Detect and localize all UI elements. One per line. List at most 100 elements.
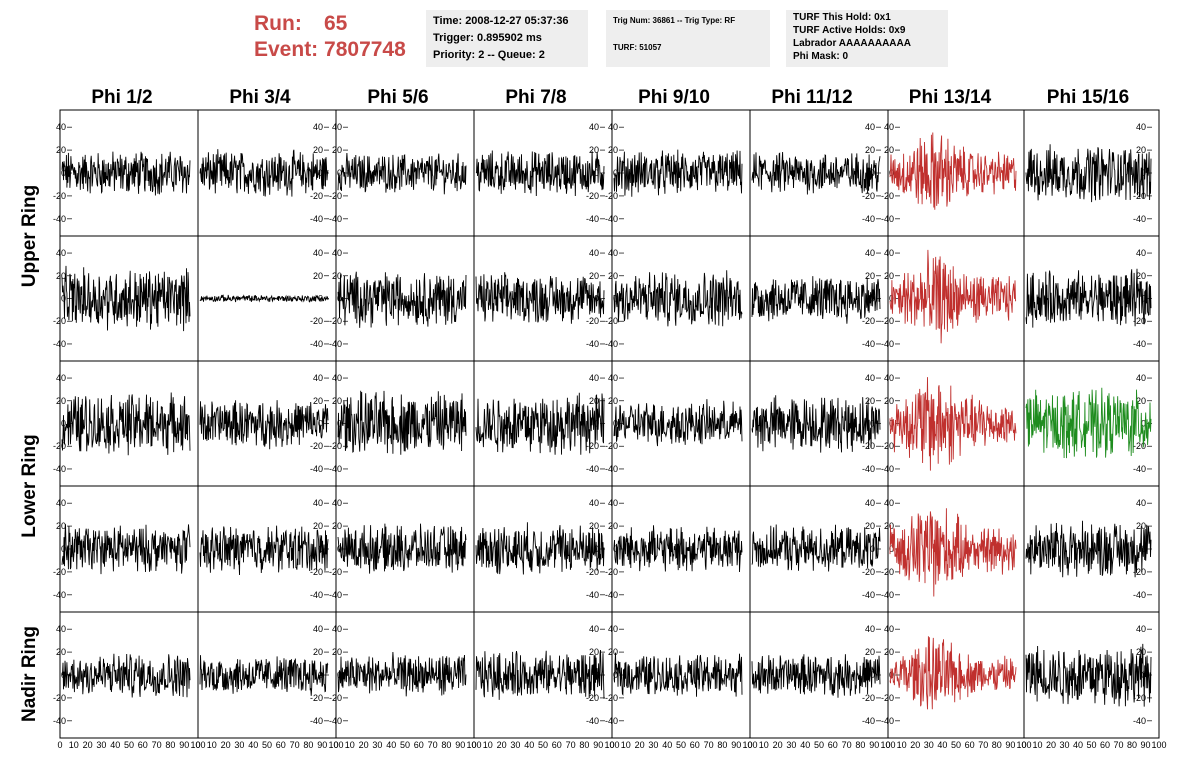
x-tick-label: 100 (1016, 740, 1031, 750)
column-header: Phi 11/12 (771, 87, 853, 108)
x-tick-label: 80 (579, 740, 589, 750)
y-tick-label: -20 (881, 441, 894, 451)
y-tick-label: 20 (608, 271, 618, 281)
y-tick-label: 20 (884, 521, 894, 531)
x-tick-label: 30 (1059, 740, 1069, 750)
y-tick-label: -20 (1133, 441, 1146, 451)
y-tick-label: -20 (586, 441, 599, 451)
x-tick-label: 40 (662, 740, 672, 750)
waveform-trace (61, 524, 191, 575)
waveform-trace (337, 152, 467, 195)
x-tick-label: 10 (1032, 740, 1042, 750)
x-tick-label: 100 (190, 740, 205, 750)
y-tick-label: 40 (608, 498, 618, 508)
x-tick-label: 50 (400, 740, 410, 750)
y-tick-label: 20 (56, 145, 66, 155)
column-header: Phi 1/2 (91, 87, 153, 108)
waveform-trace (613, 525, 743, 573)
column-header: Phi 5/6 (367, 87, 429, 108)
turf-info-panel: TURF This Hold: 0x1 TURF Active Holds: 0… (786, 10, 948, 67)
y-tick-label: -40 (329, 464, 342, 474)
x-tick-label: 0 (471, 740, 476, 750)
y-tick-label: -20 (862, 567, 875, 577)
x-tick-label: 100 (328, 740, 343, 750)
y-tick-label: 40 (1136, 373, 1146, 383)
time-info-panel: Time: 2008-12-27 05:37:36 Trigger: 0.895… (426, 10, 588, 67)
y-tick-label: 20 (1136, 396, 1146, 406)
y-tick-label: -40 (605, 590, 618, 600)
y-tick-label: 40 (608, 248, 618, 258)
x-tick-label: 20 (83, 740, 93, 750)
y-tick-label: -20 (1133, 693, 1146, 703)
waveform-trace (889, 636, 1017, 710)
y-tick-label: 20 (589, 647, 599, 657)
waveform-trace (889, 132, 1017, 210)
x-tick-label: 90 (1005, 740, 1015, 750)
y-tick-label: -40 (53, 464, 66, 474)
y-tick-label: -40 (53, 339, 66, 349)
y-tick-label: 20 (865, 647, 875, 657)
y-tick-label: 40 (1136, 624, 1146, 634)
y-tick-label: 20 (589, 396, 599, 406)
x-tick-label: 90 (179, 740, 189, 750)
y-tick-label: -40 (862, 716, 875, 726)
column-header: Phi 15/16 (1046, 87, 1130, 108)
column-header: Phi 9/10 (638, 87, 710, 108)
y-tick-label: 40 (865, 248, 875, 258)
waveform-trace (751, 276, 881, 324)
info-line: Labrador AAAAAAAAAA (793, 38, 911, 49)
y-tick-label: 40 (865, 373, 875, 383)
y-tick-label: 40 (332, 122, 342, 132)
y-tick-label: 40 (884, 373, 894, 383)
y-tick-label: -20 (53, 191, 66, 201)
x-tick-label: 10 (759, 740, 769, 750)
y-tick-label: -40 (586, 464, 599, 474)
y-tick-label: 20 (884, 647, 894, 657)
info-line: Priority: 2 -- Queue: 2 (433, 49, 545, 61)
y-tick-label: -20 (310, 191, 323, 201)
x-tick-label: 70 (566, 740, 576, 750)
waveform-trace (1025, 268, 1152, 328)
info-line: Trigger: 0.895902 ms (433, 32, 542, 44)
y-tick-label: -40 (605, 716, 618, 726)
y-tick-label: -40 (310, 590, 323, 600)
y-tick-label: 20 (884, 145, 894, 155)
y-tick-label: 40 (608, 624, 618, 634)
y-tick-label: -20 (862, 191, 875, 201)
waveform-trace (61, 653, 191, 698)
event-value: 7807748 (324, 38, 406, 61)
y-tick-label: -40 (881, 464, 894, 474)
run-event-box: Run: 65 Event: 7807748 (248, 8, 418, 64)
x-tick-label: 20 (910, 740, 920, 750)
y-tick-label: -20 (310, 441, 323, 451)
y-tick-label: -40 (605, 464, 618, 474)
y-tick-label: -20 (862, 693, 875, 703)
y-tick-label: -40 (586, 339, 599, 349)
x-tick-label: 0 (885, 740, 890, 750)
y-tick-label: 20 (865, 271, 875, 281)
x-tick-label: 40 (110, 740, 120, 750)
waveform-trace (889, 508, 1017, 597)
y-tick-label: -40 (862, 590, 875, 600)
waveform-trace (751, 654, 881, 698)
x-tick-label: 80 (165, 740, 175, 750)
waveform-trace (889, 249, 1017, 344)
x-tick-label: 70 (842, 740, 852, 750)
y-tick-label: -20 (586, 191, 599, 201)
y-tick-label: 0 (889, 544, 894, 554)
y-tick-label: -40 (862, 339, 875, 349)
y-tick-label: 40 (608, 373, 618, 383)
y-tick-label: -40 (605, 339, 618, 349)
x-tick-label: 10 (345, 740, 355, 750)
x-tick-label: 80 (441, 740, 451, 750)
waveform-trace (475, 272, 605, 324)
y-tick-label: 40 (589, 248, 599, 258)
x-tick-label: 70 (704, 740, 714, 750)
y-tick-label: -40 (881, 339, 894, 349)
y-tick-label: 40 (589, 498, 599, 508)
x-tick-label: 60 (828, 740, 838, 750)
column-header: Phi 13/14 (908, 87, 992, 108)
waveform-trace (61, 265, 191, 332)
info-line: Phi Mask: 0 (793, 51, 849, 62)
